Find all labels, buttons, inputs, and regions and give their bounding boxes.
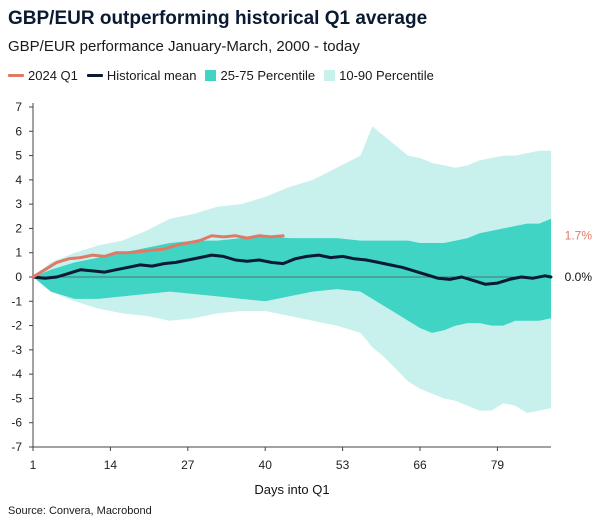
y-tick-label: 3 [15,197,22,211]
x-tick-label: 53 [336,458,350,472]
y-tick-label: -3 [11,343,22,357]
legend-swatch-historical-mean [86,74,103,77]
x-tick-label: 14 [104,458,118,472]
y-tick-label: 1 [15,246,22,260]
y-tick-label: 0 [15,270,22,284]
legend-item-10-90: 10-90 Percentile [324,68,434,83]
x-axis-label: Days into Q1 [254,482,329,497]
legend-swatch-10-90 [324,70,336,81]
legend-label-2024: 2024 Q1 [28,68,78,83]
legend-item-2024: 2024 Q1 [8,68,78,83]
line-2024-q1 [31,234,285,279]
end-label-2024: 1.7% [565,229,593,243]
y-tick-label: 6 [15,124,22,138]
y-tick-label: -1 [11,294,22,308]
legend-label-25-75: 25-75 Percentile [220,68,316,83]
y-tick-label: -6 [11,416,22,430]
x-tick-label: 40 [259,458,273,472]
legend-item-25-75: 25-75 Percentile [205,68,315,83]
x-tick-label: 66 [413,458,427,472]
y-tick-label: 2 [15,221,22,235]
legend-swatch-2024 [8,74,24,77]
y-tick-label: -2 [11,319,22,333]
legend-label-10-90: 10-90 Percentile [339,68,434,83]
source-note: Source: Convera, Macrobond [8,505,152,517]
y-tick-label: 7 [15,100,22,114]
end-label-mean: 0.0% [565,270,593,284]
line-historical-mean [31,253,553,286]
x-tick-label: 27 [181,458,195,472]
y-tick-label: 4 [15,173,22,187]
legend-item-historical-mean: Historical mean [86,68,197,83]
chart-title: GBP/EUR outperforming historical Q1 aver… [8,8,428,29]
band-25-75-percentile [33,218,551,333]
x-tick-label: 79 [491,458,505,472]
y-tick-label: -5 [11,391,22,405]
y-tick-label: -4 [11,367,22,381]
legend-swatch-25-75 [205,70,217,81]
chart-subtitle: GBP/EUR performance January-March, 2000 … [8,38,360,55]
legend: 2024 Q1 Historical mean 25-75 Percentile… [8,68,443,83]
y-tick-label: 5 [15,149,22,163]
y-tick-label: -7 [11,440,22,454]
legend-label-historical-mean: Historical mean [106,68,197,83]
x-tick-label: 1 [30,458,37,472]
